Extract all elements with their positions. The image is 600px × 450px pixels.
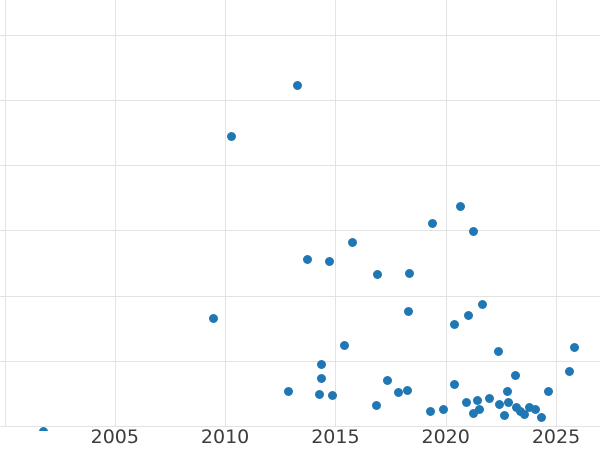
data-point — [325, 257, 335, 267]
data-point — [564, 366, 574, 376]
data-point — [472, 396, 482, 406]
horizontal-gridlines-layer — [0, 34, 600, 427]
data-point — [449, 319, 459, 329]
data-point — [525, 402, 535, 412]
vertical-gridline — [335, 0, 337, 426]
points-layer — [38, 80, 580, 431]
horizontal-gridline — [0, 165, 600, 167]
data-point — [316, 359, 326, 369]
horizontal-gridline — [0, 426, 600, 427]
x-tick-label: 2015 — [311, 426, 360, 448]
data-point — [393, 387, 403, 397]
data-point — [439, 405, 449, 415]
vertical-gridline — [114, 0, 116, 426]
horizontal-gridline — [0, 295, 600, 297]
data-point — [570, 342, 580, 352]
data-point — [493, 347, 503, 357]
data-point — [511, 371, 521, 381]
data-point — [403, 306, 413, 316]
data-point — [208, 313, 218, 323]
data-point — [315, 390, 325, 400]
data-point — [372, 269, 382, 279]
data-point — [530, 405, 540, 415]
data-point — [468, 409, 478, 419]
data-point — [503, 398, 513, 408]
data-point — [537, 413, 547, 423]
data-point — [456, 201, 466, 211]
x-tick-label: 2020 — [421, 426, 470, 448]
data-point — [427, 219, 437, 229]
data-point — [425, 406, 435, 416]
data-point — [502, 386, 512, 396]
x-tick-label: 2010 — [200, 426, 250, 448]
x-tick-label: 2005 — [90, 426, 139, 448]
data-point — [339, 341, 349, 351]
data-point — [328, 390, 338, 400]
data-point — [500, 411, 510, 421]
data-point — [284, 386, 294, 396]
data-point — [478, 300, 488, 310]
x-tick-label: 2025 — [531, 426, 581, 448]
horizontal-gridline — [0, 230, 600, 232]
data-point — [372, 400, 382, 410]
data-point — [226, 132, 236, 141]
data-point — [511, 403, 521, 413]
data-point — [403, 386, 413, 396]
data-point — [494, 399, 504, 409]
data-point — [316, 373, 326, 383]
data-point — [543, 386, 553, 396]
data-point — [475, 404, 485, 414]
data-point — [404, 268, 414, 278]
data-point — [347, 238, 357, 248]
vertical-gridline — [445, 0, 447, 426]
data-point — [462, 398, 472, 408]
vertical-gridline — [225, 0, 227, 426]
data-point — [468, 226, 478, 236]
data-point — [292, 80, 302, 90]
vertical-gridlines-layer — [4, 0, 557, 426]
data-point — [484, 394, 494, 404]
plot-area — [0, 0, 600, 431]
vertical-gridline — [556, 0, 557, 426]
horizontal-gridline — [0, 100, 600, 101]
data-point — [449, 379, 459, 389]
data-point — [303, 255, 313, 265]
data-point — [519, 410, 529, 420]
horizontal-gridline — [0, 360, 600, 362]
horizontal-gridline — [0, 34, 600, 36]
data-point — [383, 375, 393, 385]
data-point — [463, 311, 473, 321]
data-point — [38, 426, 48, 431]
vertical-gridline — [4, 0, 6, 426]
